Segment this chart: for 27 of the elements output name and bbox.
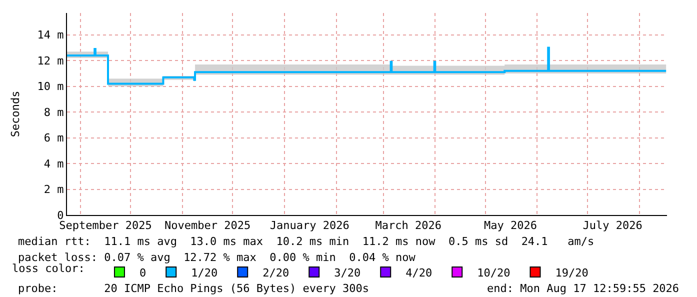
legend-label: 4/20	[406, 266, 432, 280]
y-tick-label: 10 m	[37, 80, 64, 94]
legend-label: 2/20	[262, 266, 290, 280]
x-tick-label: July 2026	[582, 219, 642, 232]
text: end: Mon Aug 17 12:59:55 2026	[487, 282, 680, 295]
y-tick-label: 8 m	[44, 106, 64, 119]
text: median rtt: 11.1 ms avg 13.0 ms max 10.2 ms min 11.2 ms now 0.5 ms sd 24.1 am/s	[18, 235, 594, 248]
legend-label: 10/20	[477, 266, 510, 280]
x-tick-label: November 2025	[164, 219, 251, 232]
y-tick-label: 6 m	[44, 132, 64, 145]
legend-title: loss color:	[12, 262, 92, 275]
legend-label: 19/20	[555, 266, 588, 280]
y-tick-label: 0	[57, 208, 64, 222]
x-tick-label: January 2026	[270, 219, 350, 232]
y-axis-title: Seconds	[8, 90, 22, 138]
y-tick-label: 12 m	[37, 54, 64, 68]
x-tick-label: May 2026	[484, 219, 537, 232]
text: probe: 20 ICMP Echo Pings (56 Bytes) every 300s	[18, 282, 369, 295]
x-tick-label: September 2025	[59, 219, 152, 232]
y-tick-label: 4 m	[44, 157, 64, 170]
legend-label: 0	[139, 266, 146, 280]
legend-label: 3/20	[334, 266, 361, 280]
y-tick-label: 14 m	[37, 28, 64, 42]
legend-label: 1/20	[191, 266, 218, 280]
text: packet loss: 0.07 % avg 12.72 % max 0.00 % min 0.04 % now	[18, 251, 416, 264]
x-tick-label: March 2026	[375, 219, 442, 232]
y-tick-label: 2 m	[44, 183, 64, 196]
